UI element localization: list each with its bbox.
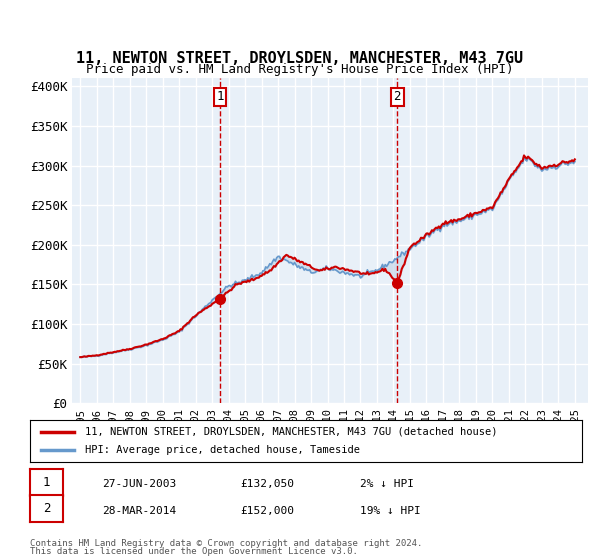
Text: £152,000: £152,000	[240, 506, 294, 516]
Text: 11, NEWTON STREET, DROYLSDEN, MANCHESTER, M43 7GU (detached house): 11, NEWTON STREET, DROYLSDEN, MANCHESTER…	[85, 427, 498, 437]
Text: HPI: Average price, detached house, Tameside: HPI: Average price, detached house, Tame…	[85, 445, 360, 455]
Text: 2: 2	[43, 502, 50, 515]
Text: 2: 2	[394, 90, 401, 103]
Text: 19% ↓ HPI: 19% ↓ HPI	[360, 506, 421, 516]
Text: 28-MAR-2014: 28-MAR-2014	[102, 506, 176, 516]
Text: 2% ↓ HPI: 2% ↓ HPI	[360, 479, 414, 489]
Text: Contains HM Land Registry data © Crown copyright and database right 2024.: Contains HM Land Registry data © Crown c…	[30, 539, 422, 548]
Text: This data is licensed under the Open Government Licence v3.0.: This data is licensed under the Open Gov…	[30, 547, 358, 556]
Text: 11, NEWTON STREET, DROYLSDEN, MANCHESTER, M43 7GU: 11, NEWTON STREET, DROYLSDEN, MANCHESTER…	[76, 52, 524, 66]
Text: £132,050: £132,050	[240, 479, 294, 489]
Text: 1: 1	[43, 475, 50, 489]
Text: Price paid vs. HM Land Registry's House Price Index (HPI): Price paid vs. HM Land Registry's House …	[86, 63, 514, 77]
Text: 27-JUN-2003: 27-JUN-2003	[102, 479, 176, 489]
Text: 1: 1	[217, 90, 224, 103]
